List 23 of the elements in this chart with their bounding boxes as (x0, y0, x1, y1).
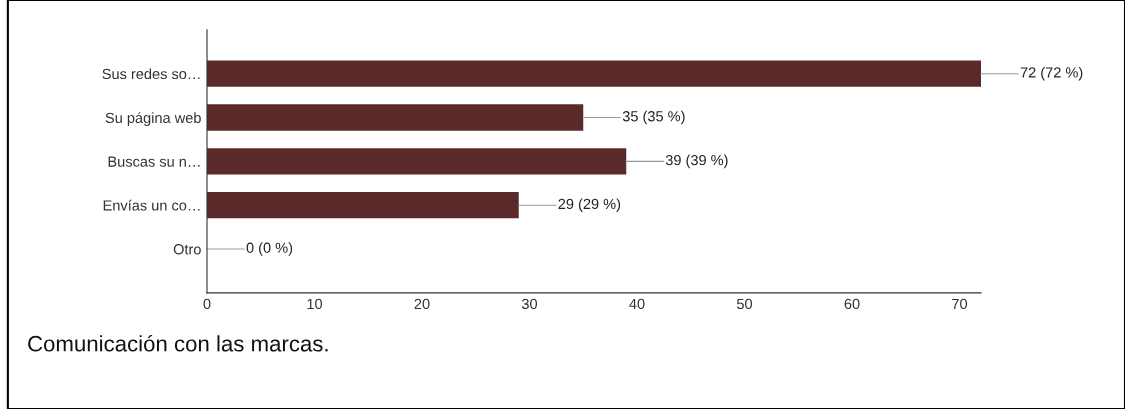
y-tick-label: Sus redes so… (102, 68, 200, 80)
y-tick-label: Su página web (105, 112, 201, 126)
x-tick-label: 30 (521, 298, 538, 310)
x-tick-label: 40 (629, 298, 645, 310)
x-tick-label: 10 (307, 298, 323, 310)
x-tick-label: 50 (736, 298, 753, 310)
y-tick-label: Envías un co… (103, 199, 200, 211)
x-tick-label: 60 (844, 298, 860, 310)
x-tick-label: 0 (203, 298, 211, 310)
bar (207, 192, 519, 219)
x-tick-label: 70 (952, 298, 968, 310)
text: Comunicación con las marcas. (28, 334, 328, 352)
x-tick-label: 20 (414, 298, 430, 310)
data-label: 35 (35 %) (622, 110, 685, 125)
bar (207, 148, 627, 175)
data-label: 39 (39 %) (665, 154, 728, 169)
data-label: 0 (0 %) (246, 242, 293, 256)
bar (207, 60, 981, 87)
data-label: 29 (29 %) (558, 198, 621, 212)
bar (207, 104, 584, 131)
y-tick-label: Buscas su n… (108, 156, 200, 167)
y-tick-label: Otro (173, 244, 201, 255)
data-label: 72 (72 %) (1020, 66, 1083, 81)
